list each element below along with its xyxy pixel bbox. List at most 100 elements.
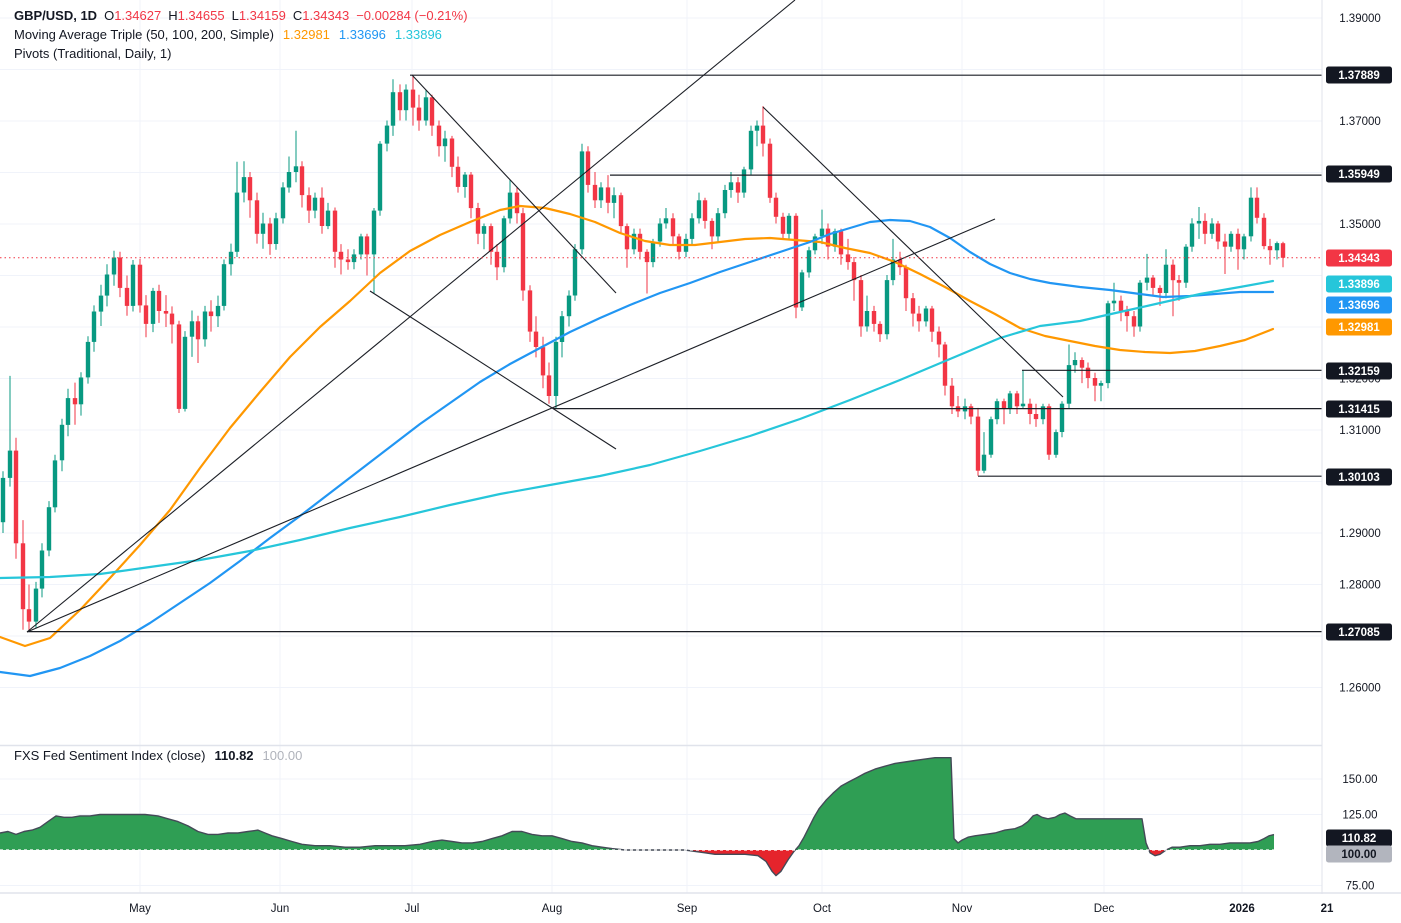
candle[interactable] [1170, 259, 1176, 317]
candle[interactable] [624, 223, 630, 268]
candle[interactable] [78, 372, 84, 416]
ma-line-3[interactable] [0, 279, 1275, 580]
candle[interactable] [143, 295, 149, 338]
candle[interactable] [735, 177, 741, 203]
candle[interactable] [468, 172, 474, 219]
candle[interactable] [793, 213, 799, 319]
pivots-indicator-label[interactable]: Pivots (Traditional, Daily, 1) [14, 46, 172, 61]
candle[interactable] [202, 305, 208, 347]
candle[interactable] [1228, 231, 1234, 252]
candle[interactable] [345, 249, 351, 270]
candle[interactable] [98, 284, 104, 326]
candle[interactable] [39, 543, 45, 598]
candle[interactable] [1053, 429, 1059, 458]
candle[interactable] [1241, 233, 1247, 260]
candle[interactable] [1202, 213, 1208, 245]
candle[interactable] [299, 161, 305, 208]
candle[interactable] [397, 84, 403, 121]
candle[interactable] [293, 130, 299, 183]
candle[interactable] [208, 300, 214, 332]
candle[interactable] [572, 244, 578, 301]
candle[interactable] [1001, 398, 1007, 425]
candle[interactable] [981, 432, 987, 474]
candle[interactable] [1183, 244, 1189, 288]
candle[interactable] [358, 233, 364, 260]
candle[interactable] [507, 179, 513, 224]
candle[interactable] [91, 305, 97, 352]
candle[interactable] [182, 331, 188, 412]
candle[interactable] [566, 290, 572, 327]
candle[interactable] [806, 246, 812, 278]
main-legend[interactable]: GBP/USD, 1D O1.34627 H1.34655 L1.34159 C1.34… [14, 6, 468, 63]
candle[interactable] [111, 250, 117, 286]
candle[interactable] [1189, 218, 1195, 252]
candle[interactable] [59, 418, 65, 472]
candle[interactable] [241, 161, 247, 203]
candle[interactable] [1118, 295, 1124, 322]
candle[interactable] [169, 306, 175, 344]
candle[interactable] [1196, 207, 1202, 239]
candle[interactable] [267, 217, 273, 255]
candle[interactable] [1137, 280, 1143, 332]
candle[interactable] [1085, 362, 1091, 389]
candle[interactable] [812, 233, 818, 255]
candle[interactable] [715, 208, 721, 242]
candle[interactable] [605, 175, 611, 214]
candle[interactable] [195, 315, 201, 363]
candle[interactable] [0, 471, 6, 533]
candle[interactable] [410, 75, 416, 126]
candle[interactable] [156, 284, 162, 323]
candle[interactable] [234, 161, 240, 257]
candle[interactable] [312, 192, 318, 219]
candle[interactable] [1222, 233, 1228, 274]
candle[interactable] [46, 501, 52, 557]
sentiment-indicator-label[interactable]: FXS Fed Sentiment Index (close) [14, 748, 206, 763]
pivots-indicator-row[interactable]: Pivots (Traditional, Daily, 1) [14, 44, 468, 63]
candle[interactable] [325, 202, 331, 230]
candle[interactable] [903, 264, 909, 311]
candle[interactable] [657, 218, 663, 247]
candle[interactable] [247, 172, 253, 218]
candle[interactable] [429, 94, 435, 136]
candle[interactable] [1033, 403, 1039, 427]
time-axis[interactable]: May Jun Jul Aug Sep Oct Nov Dec 2026 21 [0, 892, 1401, 923]
candle[interactable] [611, 187, 617, 219]
candle[interactable] [26, 584, 32, 632]
candle[interactable] [825, 223, 831, 260]
candle[interactable] [449, 135, 455, 178]
candle[interactable] [559, 311, 565, 358]
candle[interactable] [1098, 380, 1104, 402]
candle[interactable] [1144, 253, 1150, 291]
candle[interactable] [150, 287, 156, 333]
candle[interactable] [553, 336, 559, 409]
ma-indicator-row[interactable]: Moving Average Triple (50, 100, 200, Sim… [14, 25, 468, 44]
candle[interactable] [163, 295, 169, 327]
ma-line-1[interactable] [0, 204, 1275, 648]
candle[interactable] [644, 249, 650, 294]
candle[interactable] [1020, 370, 1026, 409]
candle[interactable] [1007, 390, 1013, 414]
candle[interactable] [696, 192, 702, 224]
candle[interactable] [1215, 220, 1221, 250]
candle[interactable] [773, 192, 779, 224]
candle[interactable] [579, 143, 585, 255]
candle[interactable] [923, 305, 929, 327]
candle[interactable] [423, 89, 429, 126]
candle[interactable] [494, 244, 500, 281]
candle[interactable] [384, 120, 390, 152]
candle[interactable] [1040, 403, 1046, 425]
candle[interactable] [767, 138, 773, 203]
trend-line[interactable] [26, 0, 796, 633]
candle[interactable] [689, 213, 695, 245]
candle[interactable] [332, 207, 338, 268]
candle[interactable] [1066, 344, 1072, 409]
candle[interactable] [1235, 228, 1241, 270]
candle[interactable] [786, 213, 792, 239]
candle[interactable] [1059, 401, 1065, 438]
trend-line[interactable] [411, 74, 617, 294]
candle[interactable] [176, 320, 182, 413]
candle[interactable] [117, 251, 123, 298]
candle[interactable] [33, 581, 39, 629]
candle[interactable] [286, 156, 292, 193]
